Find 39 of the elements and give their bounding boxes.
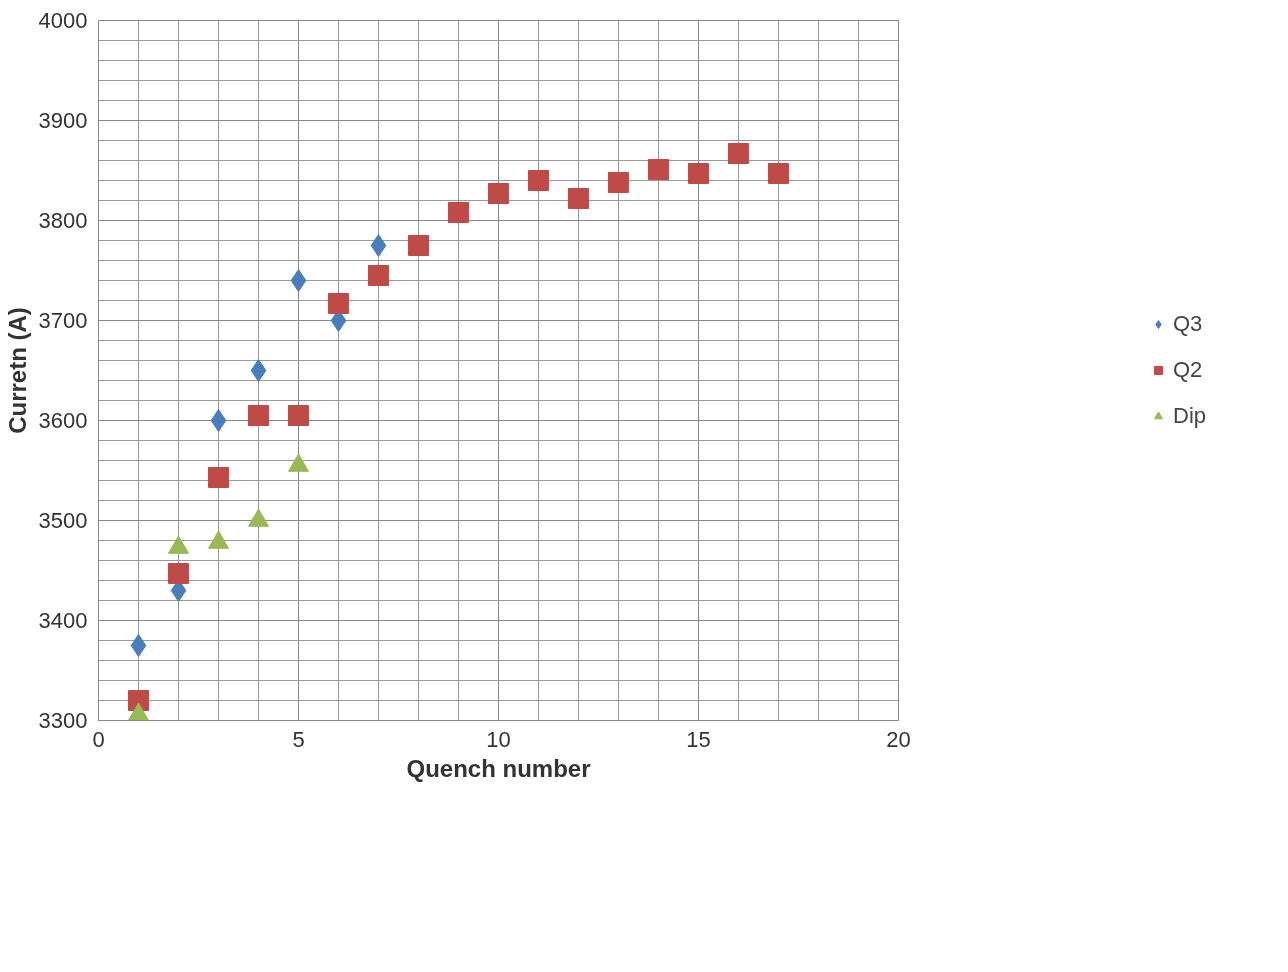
point xyxy=(368,265,389,286)
point xyxy=(568,188,589,209)
x-axis-title: Quench number xyxy=(406,754,591,782)
point xyxy=(168,563,189,584)
legend-label: Dip xyxy=(1172,403,1207,429)
legend-label: Q2 xyxy=(1172,357,1203,383)
point xyxy=(288,405,309,426)
point xyxy=(210,409,227,432)
point xyxy=(370,234,387,257)
y-tick-label: 3800 xyxy=(38,208,88,233)
y-tick-label: 4000 xyxy=(38,8,88,33)
point xyxy=(208,467,229,488)
x-tick-label: 20 xyxy=(886,726,911,752)
point xyxy=(488,183,509,204)
y-tick-label: 3600 xyxy=(38,408,88,433)
point xyxy=(328,293,349,314)
point xyxy=(528,170,549,191)
point xyxy=(130,634,147,657)
point xyxy=(648,159,669,180)
x-tick-label: 10 xyxy=(486,726,511,752)
point xyxy=(290,269,307,292)
point xyxy=(408,235,429,256)
point xyxy=(768,163,789,184)
y-tick-label: 3400 xyxy=(38,608,88,633)
point xyxy=(250,359,267,382)
y-tick-label: 3900 xyxy=(38,108,88,133)
x-tick-label: 15 xyxy=(686,726,711,752)
x-tick-label: 5 xyxy=(292,726,305,752)
legend-label: Q3 xyxy=(1172,311,1203,337)
x-tick-label: 0 xyxy=(92,726,105,752)
y-tick-label: 3300 xyxy=(38,708,88,733)
y-tick-label: 3700 xyxy=(38,308,88,333)
point xyxy=(448,202,469,223)
point xyxy=(248,405,269,426)
point xyxy=(728,143,749,164)
y-axis-title: Curretn (A) xyxy=(3,307,31,434)
point xyxy=(688,163,709,184)
point xyxy=(608,172,629,193)
y-tick-label: 3500 xyxy=(38,508,88,533)
